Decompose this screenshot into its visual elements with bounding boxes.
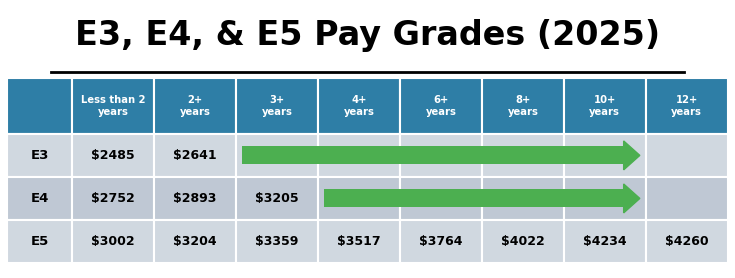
Bar	[72, 177, 154, 220]
Bar	[154, 220, 236, 263]
Text: 10+
years: 10+ years	[589, 95, 620, 117]
Text: 4+
years: 4+ years	[343, 95, 374, 117]
Polygon shape	[624, 141, 640, 170]
Bar	[646, 220, 728, 263]
Bar	[318, 134, 400, 177]
Text: $2893: $2893	[173, 192, 217, 205]
Bar	[646, 134, 728, 177]
Bar	[646, 177, 728, 220]
Bar	[564, 134, 646, 177]
Bar	[318, 177, 400, 220]
Bar	[400, 177, 482, 220]
Bar	[154, 134, 236, 177]
Text: E4: E4	[31, 192, 49, 205]
Text: E3: E3	[31, 149, 49, 162]
Text: 8+
years: 8+ years	[507, 95, 538, 117]
Text: Less than 2
years: Less than 2 years	[81, 95, 146, 117]
Bar	[236, 134, 318, 177]
Text: $3205: $3205	[255, 192, 299, 205]
Polygon shape	[624, 184, 640, 213]
Bar	[646, 78, 728, 134]
Bar	[324, 189, 624, 207]
Bar	[318, 220, 400, 263]
Bar	[482, 220, 564, 263]
Bar	[154, 177, 236, 220]
Bar	[7, 78, 72, 134]
Bar	[72, 78, 154, 134]
Text: $3359: $3359	[255, 235, 298, 248]
Text: $3517: $3517	[337, 235, 381, 248]
Bar	[482, 134, 564, 177]
Text: $2752: $2752	[91, 192, 135, 205]
Bar	[7, 177, 72, 220]
Text: $3002: $3002	[91, 235, 135, 248]
Text: $4022: $4022	[501, 235, 545, 248]
Bar	[154, 78, 236, 134]
Text: 2+
years: 2+ years	[179, 95, 210, 117]
Bar	[242, 146, 624, 165]
Bar	[400, 220, 482, 263]
Bar	[236, 78, 318, 134]
Text: $4260: $4260	[665, 235, 709, 248]
Bar	[564, 177, 646, 220]
Bar	[72, 220, 154, 263]
Text: 12+
years: 12+ years	[671, 95, 702, 117]
Text: $2485: $2485	[91, 149, 135, 162]
Text: $4234: $4234	[583, 235, 626, 248]
Bar	[564, 220, 646, 263]
Bar	[318, 78, 400, 134]
Text: $2801: $2801	[255, 149, 299, 162]
Bar	[482, 177, 564, 220]
Text: $3764: $3764	[419, 235, 462, 248]
Text: $3341: $3341	[337, 192, 381, 205]
Bar	[236, 220, 318, 263]
Bar	[400, 78, 482, 134]
Bar	[482, 78, 564, 134]
Text: E5: E5	[31, 235, 49, 248]
Bar	[72, 134, 154, 177]
Bar	[7, 220, 72, 263]
Text: E3, E4, & E5 Pay Grades (2025): E3, E4, & E5 Pay Grades (2025)	[75, 19, 660, 51]
Text: 6+
years: 6+ years	[426, 95, 456, 117]
Bar	[236, 177, 318, 220]
Text: 3+
years: 3+ years	[262, 95, 293, 117]
Bar	[7, 134, 72, 177]
Bar	[400, 134, 482, 177]
Text: $3204: $3204	[173, 235, 217, 248]
Bar	[564, 78, 646, 134]
Text: $2641: $2641	[173, 149, 217, 162]
